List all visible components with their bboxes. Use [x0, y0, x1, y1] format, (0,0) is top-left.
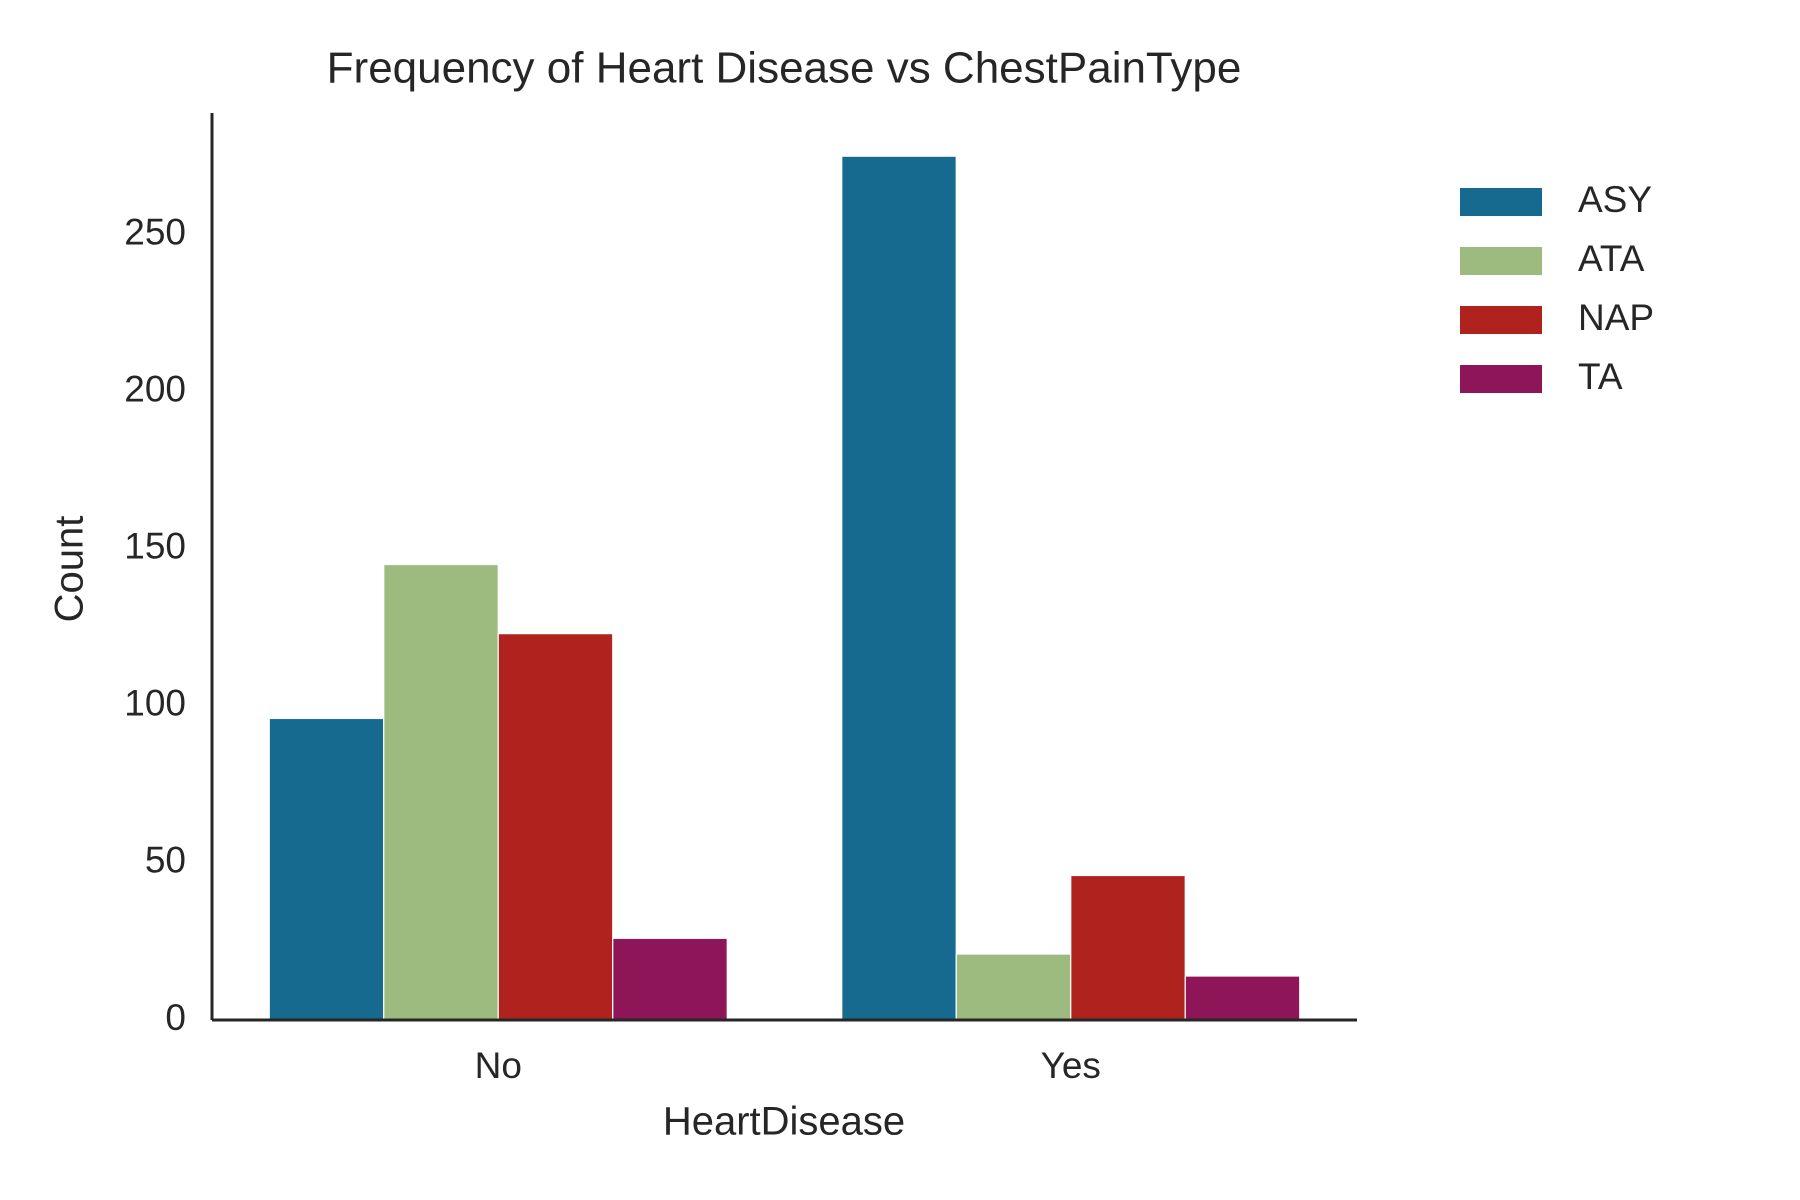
y-axis-label: Count	[48, 516, 92, 623]
y-tick-label: 50	[145, 840, 186, 881]
x-axis-label: HeartDisease	[663, 1100, 905, 1144]
legend-label: TA	[1578, 356, 1623, 397]
y-tick-label: 100	[124, 683, 186, 724]
bar	[841, 155, 957, 1021]
legend-swatch	[1460, 365, 1542, 393]
bar	[1070, 874, 1186, 1021]
legend-swatch	[1460, 306, 1542, 334]
y-tick-label: 0	[165, 997, 186, 1038]
legend-label: NAP	[1578, 297, 1654, 338]
y-tick-label: 250	[124, 211, 186, 252]
y-tick-label: 200	[124, 369, 186, 410]
bar	[497, 633, 614, 1021]
bar	[955, 953, 1072, 1021]
y-tick-label: 150	[124, 526, 186, 567]
legend-swatch	[1460, 247, 1542, 275]
bar	[383, 563, 499, 1021]
legend-label: ATA	[1578, 238, 1645, 279]
bar	[268, 717, 385, 1021]
legend-label: ASY	[1578, 179, 1652, 220]
bar	[1184, 975, 1301, 1021]
chart-title: Frequency of Heart Disease vs ChestPainT…	[327, 44, 1242, 93]
x-tick-label: Yes	[1041, 1045, 1101, 1086]
x-tick-label: No	[475, 1045, 522, 1086]
bar	[612, 937, 728, 1021]
legend-swatch	[1460, 188, 1542, 216]
